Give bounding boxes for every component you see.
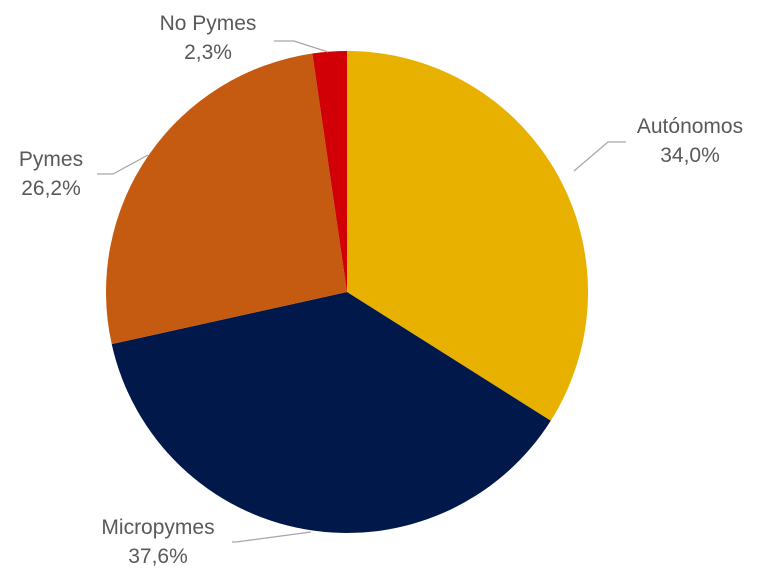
label-value-autonomos: 34,0% — [660, 144, 720, 167]
label-name-pymes: Pymes — [19, 148, 83, 171]
leader-line-micropymes — [232, 531, 312, 543]
leader-line-autonomos — [573, 141, 626, 172]
pie-slice-no-pymes — [312, 51, 347, 292]
label-value-pymes: 26,2% — [21, 177, 81, 200]
label-value-micropymes: 37,6% — [128, 545, 188, 568]
pie-slice-autonomos — [347, 51, 589, 421]
pie-slice-micropymes — [111, 292, 551, 534]
label-name-no-pymes: No Pymes — [160, 12, 257, 35]
data-labels: Autónomos 34,0% Micropymes 37,6% Pymes 26,2% N… — [19, 12, 743, 568]
leader-line-pymes — [97, 154, 149, 175]
pie-slice-pymes — [106, 53, 348, 345]
label-name-autonomos: Autónomos — [637, 115, 743, 138]
label-value-no-pymes: 2,3% — [184, 41, 232, 64]
leader-lines — [97, 40, 626, 543]
label-name-micropymes: Micropymes — [101, 516, 214, 539]
leader-line-no-pymes — [274, 40, 329, 53]
pie-slices — [106, 51, 589, 534]
